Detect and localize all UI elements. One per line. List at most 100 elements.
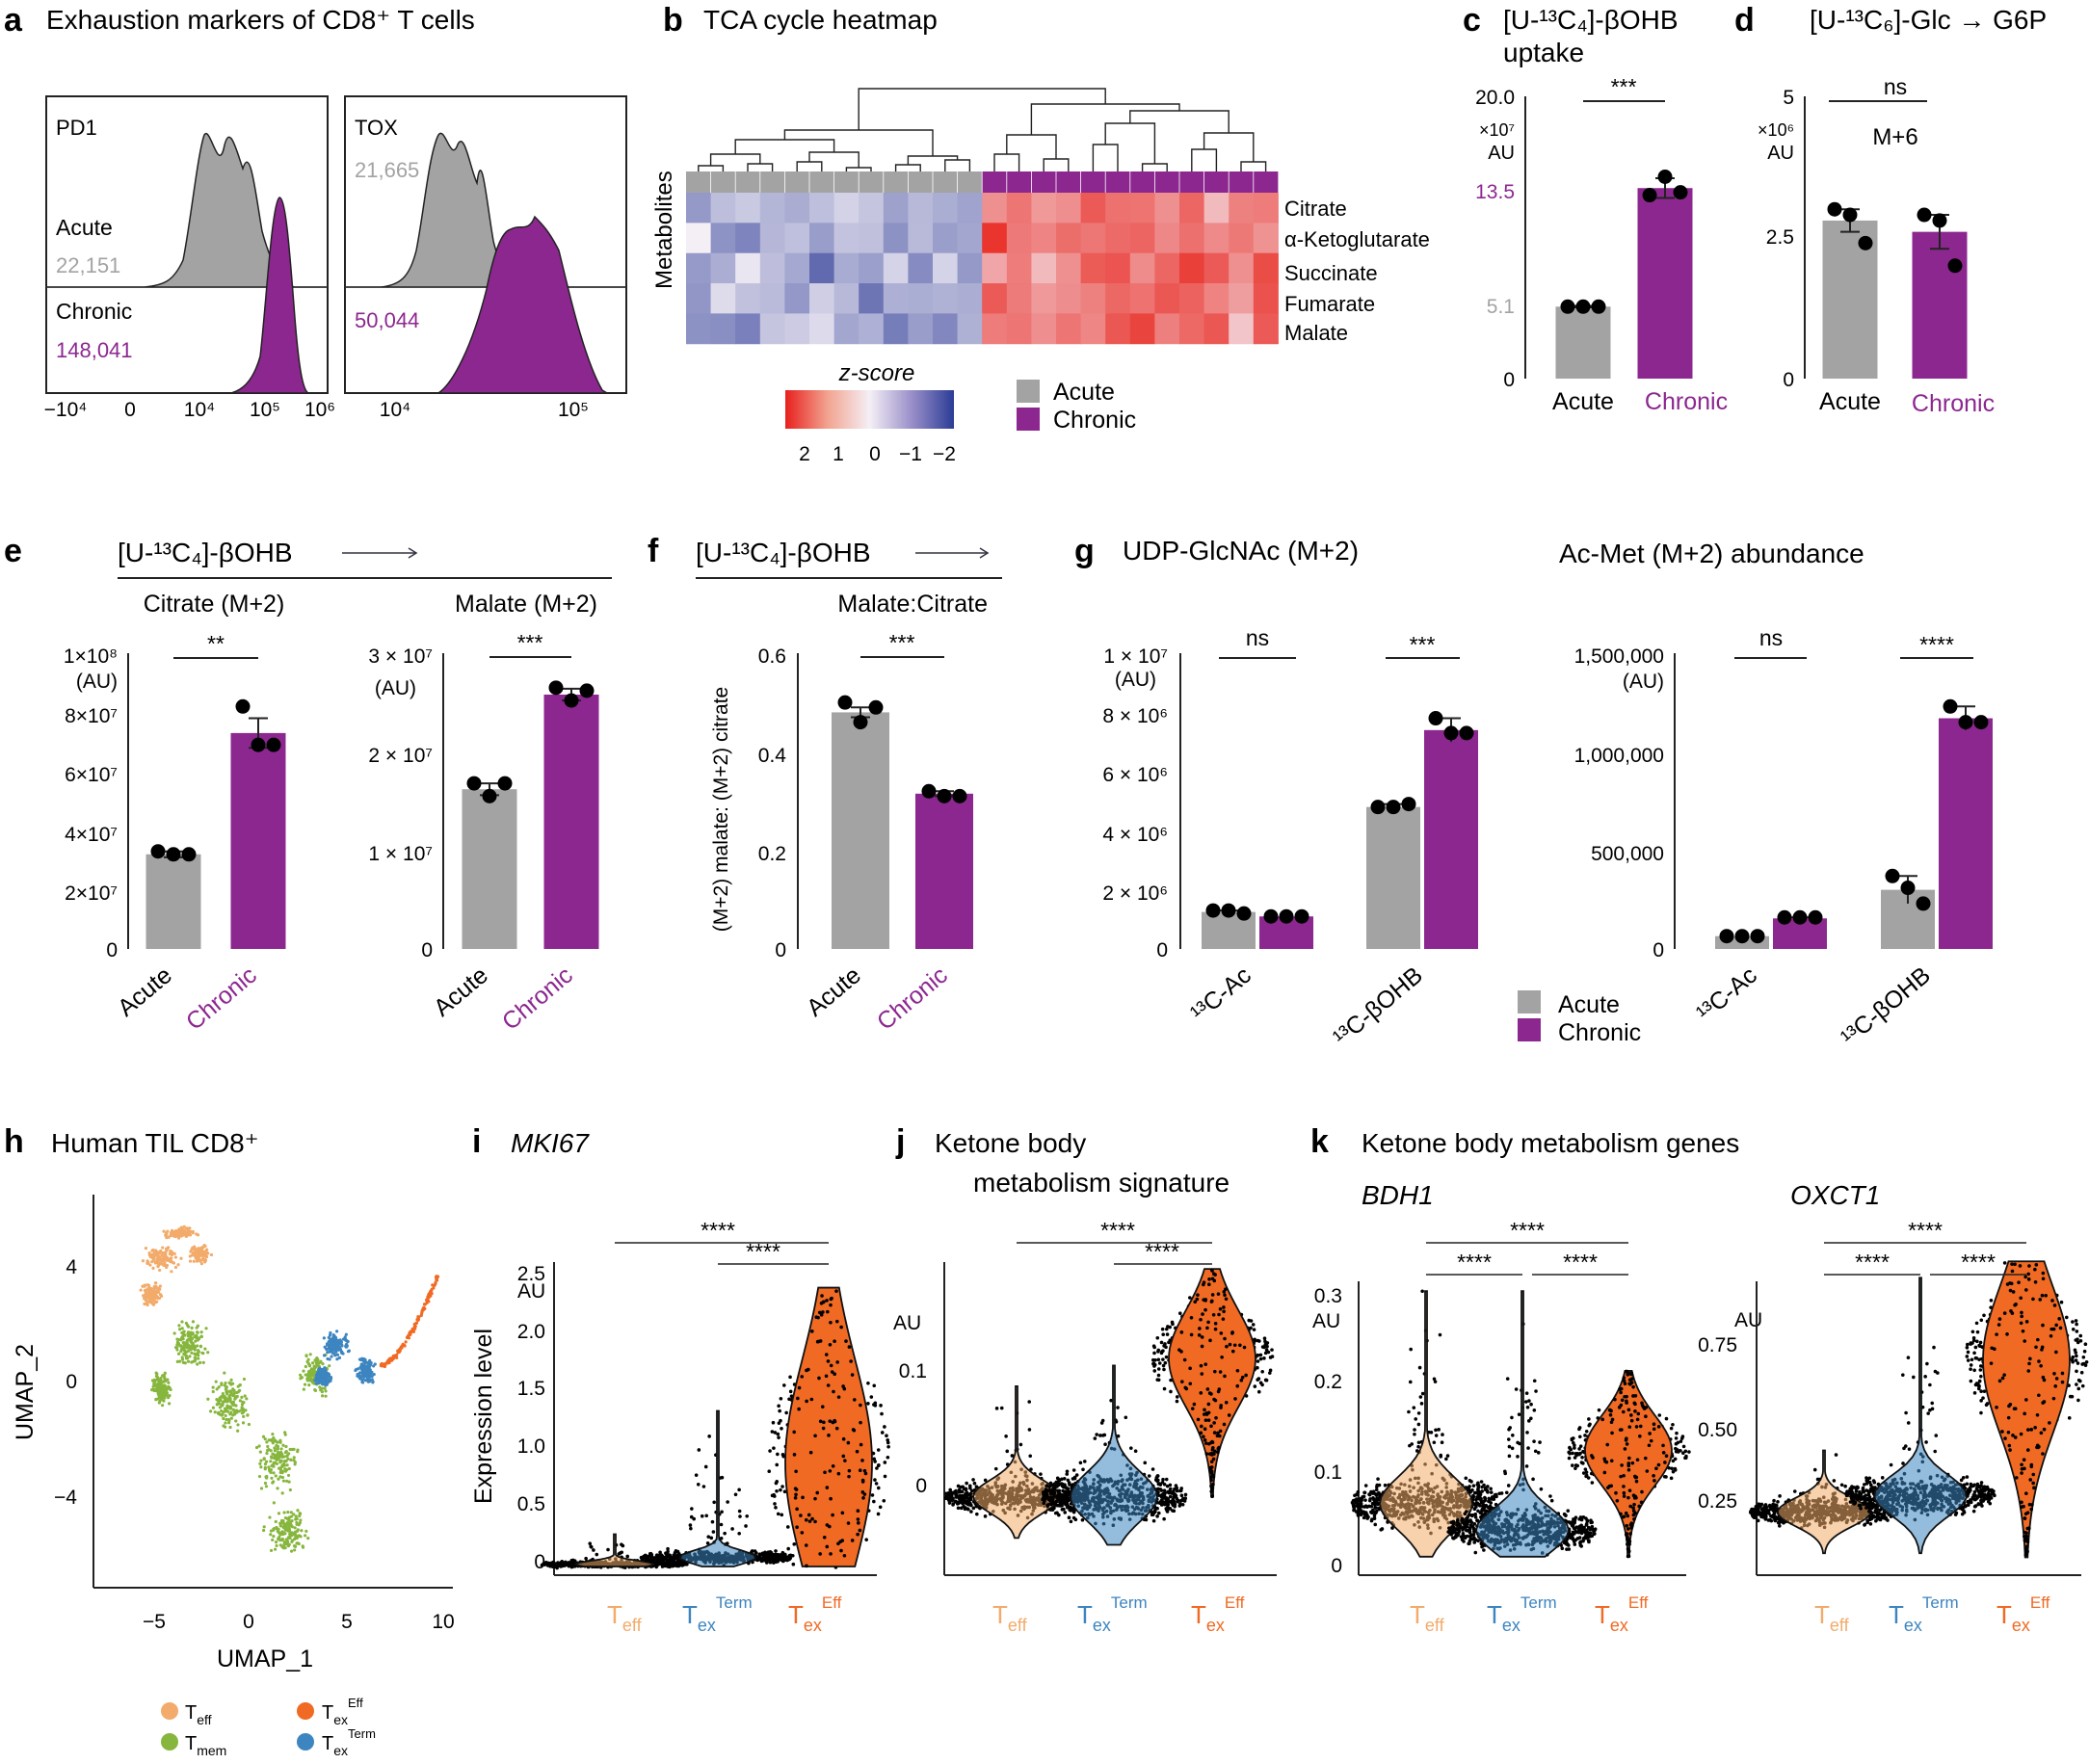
umap-point-tmem [269, 1533, 273, 1537]
umap-point-tmem [315, 1356, 319, 1360]
violin-point [1074, 1473, 1079, 1477]
violin-point [542, 1563, 547, 1567]
umap-point-tmem [307, 1383, 311, 1387]
legend-chronic-swatch [1017, 408, 1040, 431]
violin-point [1056, 1480, 1060, 1485]
panel-e-left-bars [145, 698, 286, 949]
zscore-label: z-score [838, 360, 915, 386]
violin-point [805, 1399, 808, 1404]
umap-point-texeff [410, 1327, 414, 1331]
violin-point [648, 1558, 651, 1563]
umap-point-tmem [294, 1533, 298, 1537]
heatmap-cell [859, 283, 885, 314]
heatmap-cell [833, 223, 859, 254]
umap-point-tmem [306, 1361, 310, 1365]
violin-point [781, 1558, 785, 1562]
violin-point [807, 1519, 812, 1523]
ytick: 4 × 10⁶ [1102, 824, 1168, 846]
umap-point-texterm [362, 1375, 366, 1379]
umap-point-tmem [180, 1327, 184, 1330]
heatmap-cell [735, 193, 761, 224]
panel-h-title: Human TIL CD8⁺ [51, 1128, 259, 1158]
umap-point-tmem [287, 1452, 291, 1456]
violin-point [764, 1552, 769, 1556]
umap-point-texterm [339, 1342, 343, 1346]
violin-point [775, 1462, 780, 1467]
violin-point [834, 1319, 839, 1324]
heatmap-cell [1154, 283, 1180, 314]
umap-point-texterm [332, 1341, 337, 1345]
violin-point [828, 1469, 833, 1473]
legend-chronic-label: Chronic [1558, 1019, 1641, 1046]
sig-label: **** [746, 1239, 780, 1264]
xtick-acute: Acute [1819, 388, 1881, 415]
violin-point [750, 1549, 754, 1553]
heatmap-cell [710, 193, 736, 224]
violin-point [824, 1374, 829, 1379]
panel-e-left-unit: (AU) [76, 671, 118, 693]
xtick-chronic: Chronic [497, 961, 578, 1036]
umap-point-tmem [299, 1373, 303, 1377]
violin-point [723, 1531, 727, 1536]
xtick-acute: Acute [113, 961, 177, 1022]
heatmap-cell [1129, 252, 1155, 284]
legend-chronic-label: Chronic [1053, 407, 1136, 434]
umap-point-tmem [313, 1388, 318, 1393]
violin-point [829, 1552, 833, 1556]
violin-point [784, 1410, 788, 1415]
xtick-13c-bohb: ¹³C-βOHB [1836, 961, 1935, 1051]
umap-point-texterm [320, 1377, 324, 1381]
umap-point-teff [169, 1231, 172, 1235]
umap-point-texeff [435, 1277, 439, 1281]
violin-point [804, 1517, 808, 1522]
umap-point-tmem [276, 1487, 279, 1490]
ytick: 0 [106, 939, 118, 961]
umap-point-tmem [183, 1333, 187, 1337]
violin-point [1072, 1476, 1077, 1481]
ytick: 6 × 10⁶ [1102, 764, 1168, 786]
umap-point-tmem [265, 1440, 269, 1444]
violin-texterm [678, 1409, 757, 1567]
umap-point-texterm [354, 1368, 357, 1373]
violin-point [1060, 1482, 1064, 1486]
legend-teff-label: Teff [185, 1702, 212, 1727]
violin-point [962, 1487, 966, 1491]
violin-point [999, 1406, 1004, 1410]
violin-point [777, 1421, 781, 1425]
umap-point-tmem [273, 1449, 278, 1453]
heatmap-cell [784, 283, 810, 314]
umap-point-tmem [281, 1443, 285, 1447]
violin-point [1055, 1476, 1060, 1481]
data-point [1370, 800, 1386, 815]
umap-point-tmem [194, 1353, 198, 1356]
umap-point-texterm [345, 1342, 349, 1346]
umap-point-tmem [311, 1372, 315, 1377]
violin-point [807, 1513, 811, 1517]
ytick: 8×10⁷ [65, 705, 118, 727]
sig-label: *** [889, 630, 915, 655]
bar-acute [1555, 306, 1611, 379]
dendrogram-branch [1141, 163, 1168, 171]
umap-point-teff [173, 1255, 178, 1259]
umap-point-tmem [231, 1408, 235, 1411]
heatmap-cell [710, 313, 736, 345]
data-point [1459, 725, 1474, 741]
dendrogram-branch [698, 165, 725, 171]
umap-point-tmem [297, 1541, 301, 1546]
violin-point [844, 1339, 848, 1343]
violin-point [1143, 1461, 1148, 1465]
umap-point-teff [183, 1232, 187, 1236]
violin-point [850, 1373, 855, 1377]
heatmap-cell [784, 313, 810, 345]
umap-point-tmem [161, 1374, 165, 1378]
ytick: 1.5 [517, 1378, 545, 1400]
data-point [1657, 170, 1673, 185]
violin-point [1172, 1509, 1177, 1514]
heatmap-cell [1229, 193, 1255, 224]
bar-chronic [915, 793, 973, 949]
violin-point [1049, 1490, 1054, 1495]
violin-point [774, 1549, 778, 1553]
bar-acute [145, 854, 201, 949]
umap-point-texterm [357, 1367, 360, 1371]
umap-point-tmem [254, 1445, 259, 1450]
